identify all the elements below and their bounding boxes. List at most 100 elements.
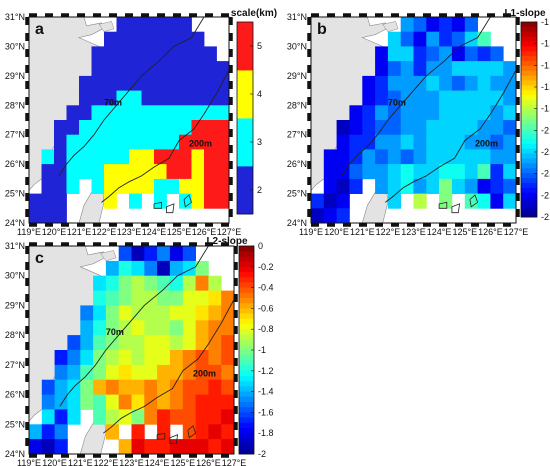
heatmap-cell bbox=[323, 149, 337, 165]
lat-tick-label: 30°N bbox=[5, 41, 25, 51]
heatmap-cell bbox=[66, 105, 80, 121]
heatmap-cell bbox=[490, 120, 504, 136]
heatmap-cell bbox=[104, 134, 117, 150]
heatmap-cell bbox=[216, 164, 230, 180]
heatmap-cell bbox=[166, 178, 180, 194]
heatmap-cell bbox=[144, 246, 158, 262]
colorbar-segment bbox=[521, 51, 537, 57]
colorbar-tick-label: -1.8 bbox=[258, 428, 274, 438]
heatmap-cell bbox=[116, 134, 130, 150]
colorbar-tick-label: -1 bbox=[541, 17, 549, 27]
heatmap-cell bbox=[323, 178, 337, 194]
heatmap-cell bbox=[144, 350, 158, 366]
heatmap-cell bbox=[426, 120, 440, 136]
isobath-70m-line bbox=[341, 16, 491, 177]
heatmap-cell bbox=[129, 31, 142, 47]
heatmap-cell bbox=[118, 379, 132, 395]
heatmap-cell bbox=[169, 364, 184, 381]
isobath-contour bbox=[187, 425, 197, 439]
lon-tick-label: 127°E bbox=[504, 227, 529, 237]
heatmap-cell bbox=[91, 46, 105, 62]
lon-tick-label: 121°E bbox=[68, 458, 93, 466]
heatmap-cell bbox=[118, 409, 132, 425]
heatmap-cell bbox=[179, 193, 192, 209]
heatmap-cell bbox=[129, 120, 142, 136]
heatmap-cell bbox=[221, 424, 235, 440]
heatmap-cell bbox=[451, 105, 466, 121]
heatmap-cell bbox=[426, 149, 440, 165]
heatmap-cell bbox=[426, 134, 440, 150]
heatmap-cell bbox=[104, 178, 117, 194]
heatmap-cell bbox=[91, 149, 105, 165]
heatmap-cell bbox=[116, 164, 130, 180]
lat-tick-label: 27°N bbox=[5, 360, 25, 370]
heatmap-cell bbox=[144, 364, 158, 381]
heatmap-cell bbox=[208, 364, 222, 381]
heatmap-cell bbox=[387, 164, 402, 180]
heatmap-cell bbox=[141, 178, 155, 194]
heatmap-cell bbox=[426, 46, 440, 62]
heatmap-cell bbox=[490, 61, 504, 77]
heatmap-cell bbox=[336, 120, 350, 136]
heatmap-cell bbox=[157, 305, 171, 321]
heatmap-cell bbox=[67, 409, 81, 425]
lon-tick-label: 121°E bbox=[350, 227, 375, 237]
heatmap-cell bbox=[191, 31, 205, 47]
heatmap-cell bbox=[208, 305, 222, 321]
heatmap-cell bbox=[105, 260, 120, 277]
heatmap-cell bbox=[426, 31, 440, 47]
heatmap-cell bbox=[54, 350, 68, 366]
heatmap-cell bbox=[451, 75, 466, 91]
heatmap-cell bbox=[490, 149, 504, 165]
heatmap-cell bbox=[154, 164, 167, 180]
heatmap-cell bbox=[93, 320, 107, 336]
heatmap-cell bbox=[54, 149, 67, 165]
heatmap-cell bbox=[477, 134, 491, 150]
lat-tick-label: 28°N bbox=[5, 330, 25, 340]
heatmap-cell bbox=[41, 193, 55, 209]
heatmap-cell bbox=[375, 61, 389, 77]
heatmap-cell bbox=[118, 290, 132, 306]
heatmap-cell bbox=[362, 90, 376, 106]
colorbar-segment bbox=[239, 428, 254, 434]
heatmap-cell bbox=[141, 134, 155, 150]
heatmap-cell bbox=[451, 31, 466, 47]
colorbar-tick-label: -0.2 bbox=[258, 262, 274, 272]
heatmap-cell bbox=[144, 335, 158, 351]
heatmap-cell bbox=[131, 350, 145, 366]
colorbar-segment bbox=[237, 70, 253, 119]
colorbar-segment bbox=[521, 124, 537, 130]
heatmap-cell bbox=[66, 120, 80, 136]
lat-tick-label: 25°N bbox=[287, 189, 307, 199]
heatmap-cell bbox=[451, 134, 466, 150]
colorbar-tick-label: 4 bbox=[257, 89, 262, 99]
heatmap-cell bbox=[387, 120, 402, 136]
heatmap-cell bbox=[79, 105, 92, 121]
heatmap-cell bbox=[169, 275, 184, 291]
heatmap-cell bbox=[182, 439, 196, 455]
heatmap-cell bbox=[93, 364, 107, 381]
colorbar-segment bbox=[237, 22, 253, 71]
colorbar-segment bbox=[521, 41, 537, 47]
heatmap-cell bbox=[208, 424, 222, 440]
panel-b-map: 70m 200m 24°N 25°N 26°N 27°N 28°N 29°N 30°N 31°N 1… bbox=[287, 8, 550, 237]
lon-tick-label: 125°E bbox=[452, 227, 477, 237]
lon-tick-label: 125°E bbox=[170, 458, 195, 466]
colorbar-tick-label: -0.8 bbox=[258, 324, 274, 334]
colorbar-segment bbox=[239, 417, 254, 424]
heatmap-cell bbox=[116, 17, 130, 33]
heatmap-cell bbox=[179, 46, 192, 62]
lat-tick-label: 31°N bbox=[5, 241, 25, 251]
heatmap-cell bbox=[439, 31, 453, 47]
heatmap-cell bbox=[195, 290, 209, 306]
heatmap-cell bbox=[375, 149, 389, 165]
heatmap-cell bbox=[439, 120, 453, 136]
heatmap-cell bbox=[362, 120, 376, 136]
colorbar-segment bbox=[239, 282, 254, 288]
heatmap-cell bbox=[503, 120, 517, 136]
lon-tick-label: 119°E bbox=[17, 458, 41, 466]
heatmap-cell bbox=[104, 164, 117, 180]
colorbar-segment bbox=[239, 438, 254, 444]
lon-tick-label: 124°E bbox=[145, 458, 170, 466]
heatmap-cell bbox=[169, 350, 184, 366]
